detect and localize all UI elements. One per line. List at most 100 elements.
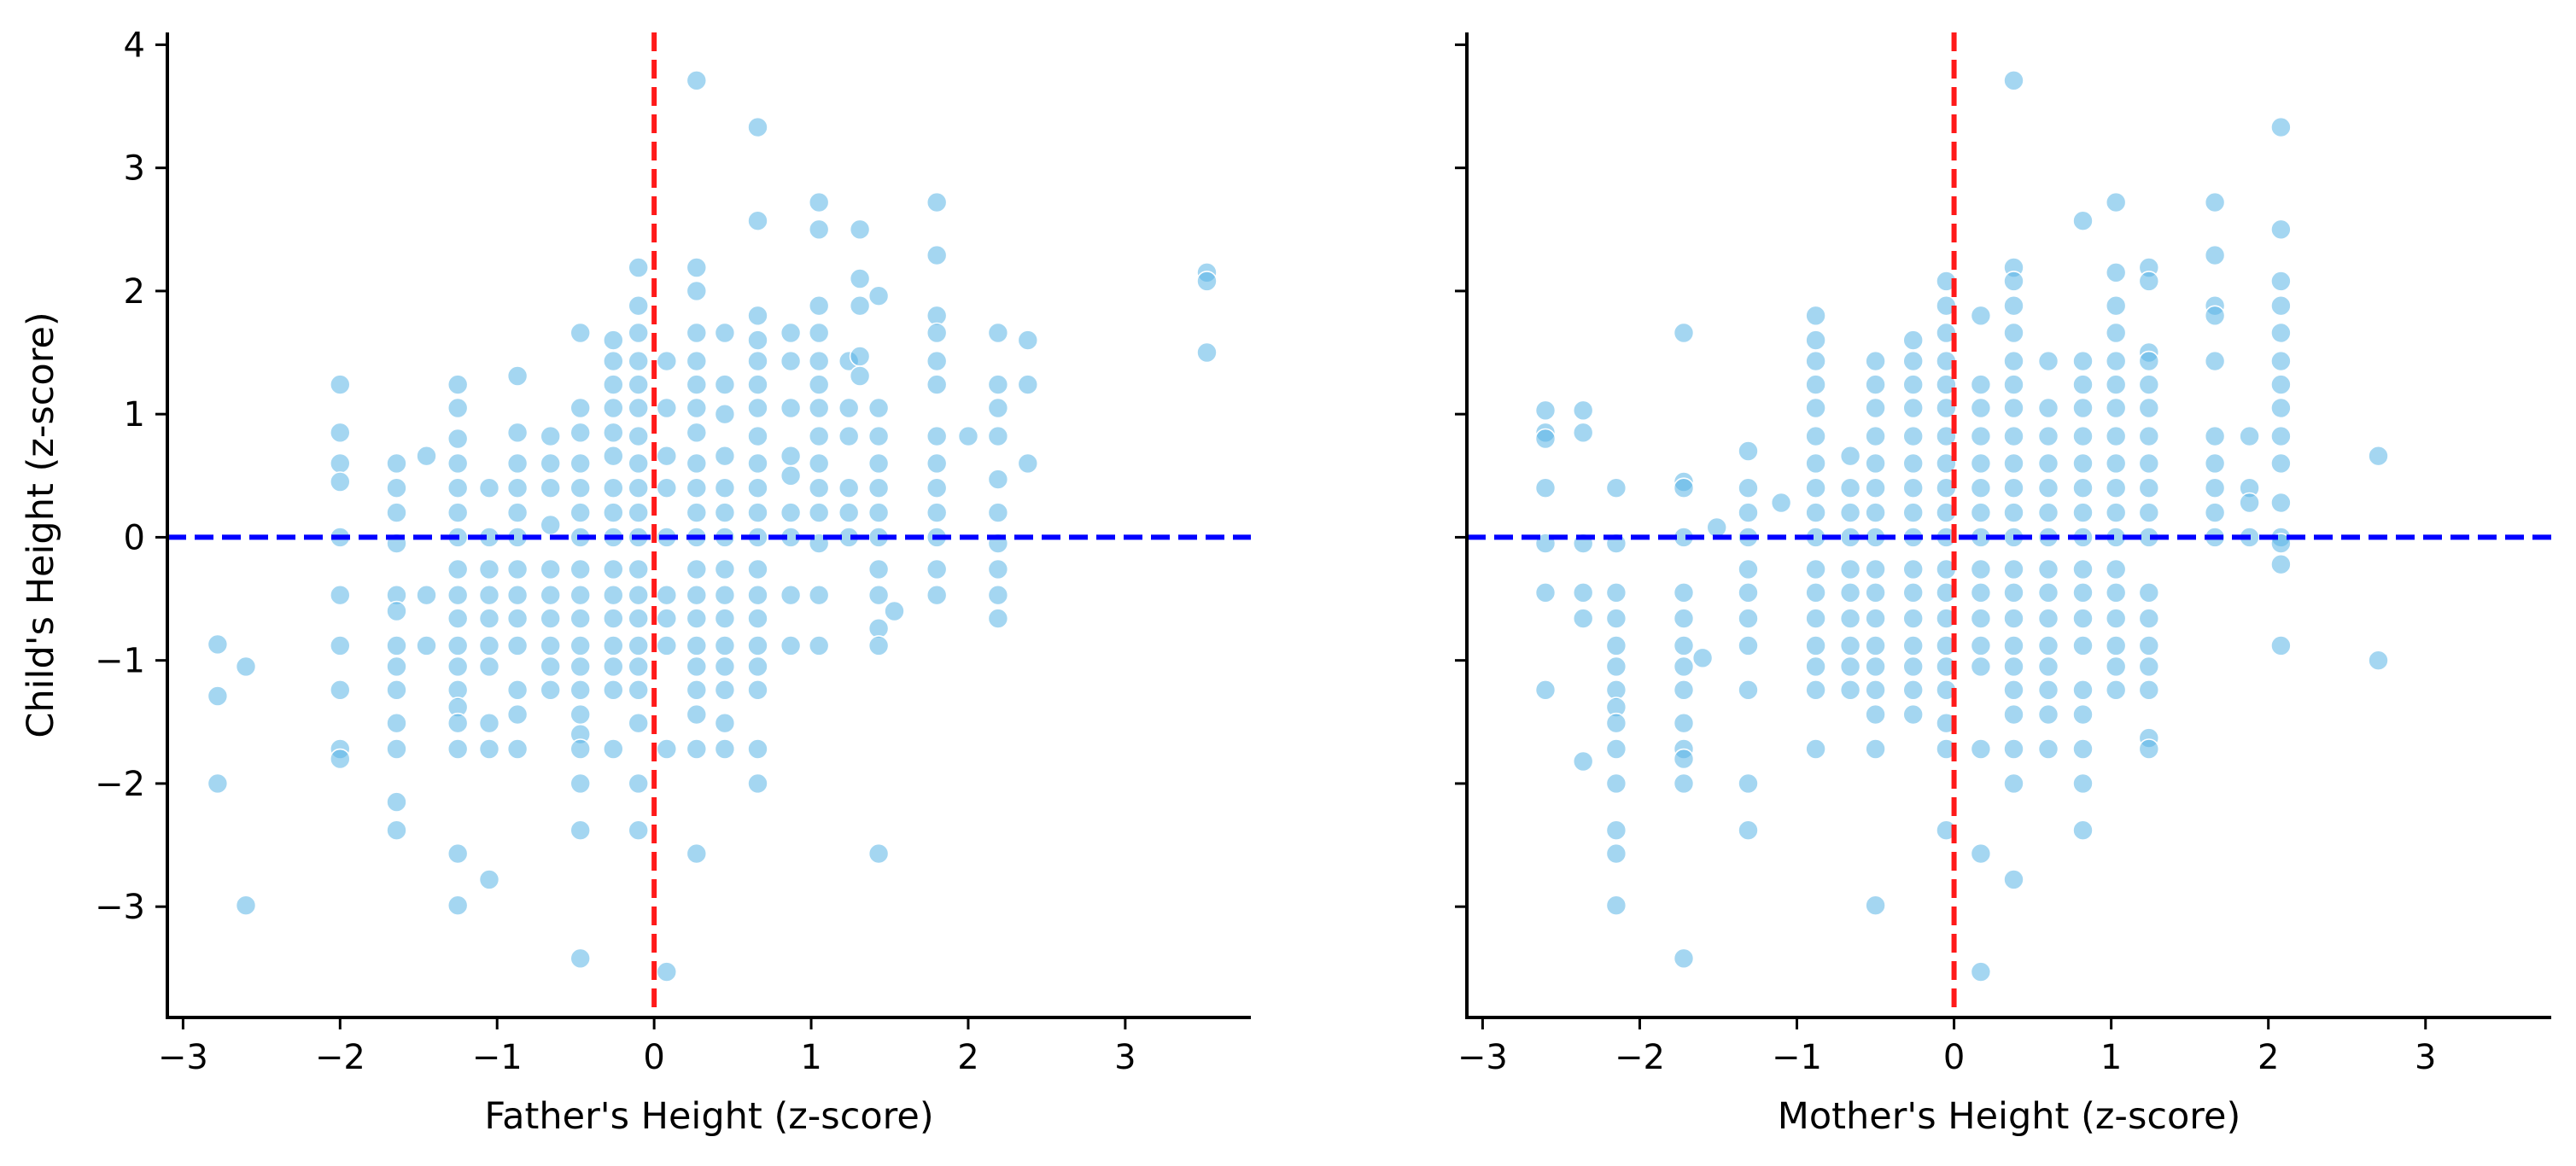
- data-point: [2270, 116, 2292, 138]
- data-point: [1865, 679, 1886, 701]
- data-point: [714, 679, 736, 701]
- data-point: [2003, 425, 2024, 447]
- data-point: [808, 350, 830, 372]
- data-point: [987, 374, 1009, 395]
- data-point: [506, 703, 529, 726]
- data-point: [2204, 350, 2226, 372]
- data-point: [747, 679, 768, 701]
- data-point: [2037, 581, 2059, 603]
- data-point: [2270, 350, 2292, 372]
- data-point: [867, 558, 890, 580]
- data-point: [686, 635, 708, 656]
- data-point: [987, 469, 1009, 490]
- data-point: [747, 425, 768, 447]
- data-point: [957, 425, 979, 447]
- data-point: [838, 502, 860, 523]
- y-tick-label: 4: [124, 26, 145, 65]
- data-point: [849, 219, 871, 241]
- data-point: [686, 350, 708, 372]
- x-tick-label: 0: [1943, 1038, 1965, 1077]
- data-point: [1805, 350, 1826, 372]
- data-point: [1865, 581, 1886, 603]
- data-point: [1805, 477, 1826, 499]
- data-point: [1902, 635, 1924, 656]
- data-point: [849, 294, 871, 317]
- data-point: [602, 374, 624, 395]
- data-point: [2072, 502, 2094, 523]
- data-point: [714, 738, 736, 760]
- data-point: [2270, 635, 2292, 656]
- data-point: [329, 422, 351, 444]
- data-point: [2138, 502, 2160, 523]
- data-point: [808, 477, 830, 499]
- data-point: [2105, 452, 2127, 475]
- data-point: [1738, 679, 1759, 701]
- data-point: [628, 322, 650, 344]
- data-point: [1865, 608, 1886, 629]
- data-point: [1805, 502, 1826, 523]
- data-point: [849, 268, 871, 289]
- data-point: [926, 477, 948, 499]
- data-point: [1902, 397, 1924, 419]
- data-point: [714, 608, 736, 629]
- data-point: [570, 679, 592, 701]
- data-point: [2270, 374, 2292, 395]
- data-point: [838, 425, 860, 447]
- data-point: [2138, 656, 2160, 678]
- data-point: [2138, 738, 2160, 760]
- data-point: [747, 738, 768, 760]
- data-point: [2270, 219, 2292, 241]
- data-point: [867, 842, 890, 865]
- data-point: [602, 350, 624, 372]
- data-point: [2138, 271, 2160, 292]
- x-axis-label: Father's Height (z-score): [484, 1095, 933, 1138]
- data-point: [2368, 445, 2389, 467]
- data-point: [2003, 772, 2024, 795]
- data-point: [1738, 440, 1759, 462]
- data-point: [1970, 452, 1992, 475]
- data-point: [2037, 397, 2059, 419]
- data-point: [1970, 558, 1992, 580]
- data-point: [2003, 656, 2024, 678]
- data-point: [1805, 635, 1826, 656]
- data-point: [478, 635, 500, 656]
- data-point: [686, 608, 708, 629]
- data-point: [714, 374, 736, 395]
- data-point: [447, 374, 469, 395]
- y-tick-label: 0: [124, 518, 145, 557]
- data-point: [628, 452, 650, 475]
- data-point: [2037, 738, 2059, 760]
- data-point: [447, 712, 469, 734]
- data-point: [1970, 635, 1992, 656]
- data-point: [2003, 738, 2024, 760]
- data-point: [926, 558, 948, 580]
- data-point: [1970, 581, 1992, 603]
- data-point: [447, 656, 469, 678]
- data-point: [602, 422, 624, 444]
- data-point: [2003, 374, 2024, 395]
- data-point: [2368, 650, 2389, 672]
- data-point: [386, 452, 407, 475]
- data-point: [602, 635, 624, 656]
- data-point: [1970, 502, 1992, 523]
- data-point: [2105, 635, 2127, 656]
- data-point: [926, 374, 948, 395]
- data-point: [506, 422, 529, 444]
- data-point: [2204, 502, 2226, 523]
- data-point: [747, 397, 768, 419]
- data-point: [2105, 581, 2127, 603]
- data-point: [386, 712, 407, 734]
- data-point: [2003, 452, 2024, 475]
- data-point: [1572, 750, 1594, 772]
- data-point: [570, 635, 592, 656]
- data-point: [2105, 477, 2127, 499]
- data-point: [747, 452, 768, 475]
- data-point: [849, 365, 871, 387]
- data-point: [2003, 271, 2024, 292]
- data-point: [838, 397, 860, 419]
- data-point: [780, 464, 802, 487]
- data-point: [447, 608, 469, 629]
- data-point: [686, 584, 708, 606]
- data-point: [1673, 656, 1695, 678]
- x-tick-label: 0: [643, 1038, 664, 1077]
